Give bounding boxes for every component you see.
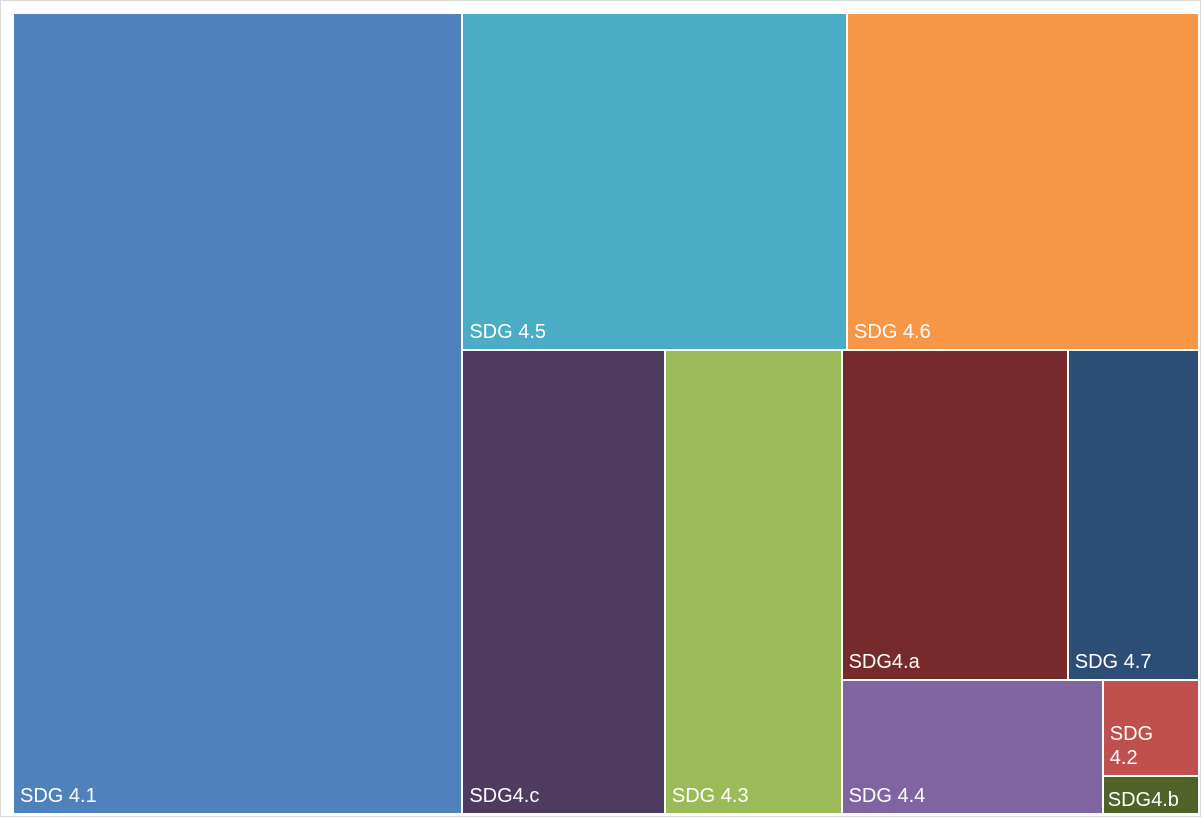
tile-sdg-4-7: SDG 4.7 (1068, 351, 1198, 680)
tile-label: SDG 4.3 (671, 784, 749, 807)
tile-sdg-4-4: SDG 4.4 (842, 681, 1102, 813)
tile-label: SDG4.a (848, 651, 920, 674)
tile-label: SDG 4.4 (848, 784, 926, 807)
tile-label: SDG4.b (1107, 788, 1179, 811)
tile-sdg-4-1: SDG 4.1 (14, 14, 462, 813)
tile-sdg-4-a: SDG4.a (842, 351, 1067, 680)
tile-sdg-4-2: SDG 4.2 (1103, 681, 1198, 775)
treemap-chart: SDG 4.1 SDG 4.5 SDG 4.6 SDG4.c SDG 4.3 S… (14, 14, 1200, 815)
tile-sdg-4-5: SDG 4.5 (463, 14, 847, 350)
tile-label: SDG 4.7 (1074, 651, 1152, 674)
tile-label: SDG 4.2 (1109, 722, 1154, 769)
tile-sdg-4-3: SDG 4.3 (665, 351, 841, 813)
tile-label: SDG4.c (469, 784, 540, 807)
tile-label: SDG 4.1 (20, 785, 97, 807)
tile-label: SDG 4.5 (469, 321, 547, 344)
tile-sdg-4-6: SDG 4.6 (848, 14, 1198, 350)
tile-label: SDG 4.6 (854, 321, 931, 344)
tile-sdg-4-c: SDG4.c (463, 351, 664, 813)
tile-sdg-4-b: SDG4.b (1103, 776, 1198, 813)
